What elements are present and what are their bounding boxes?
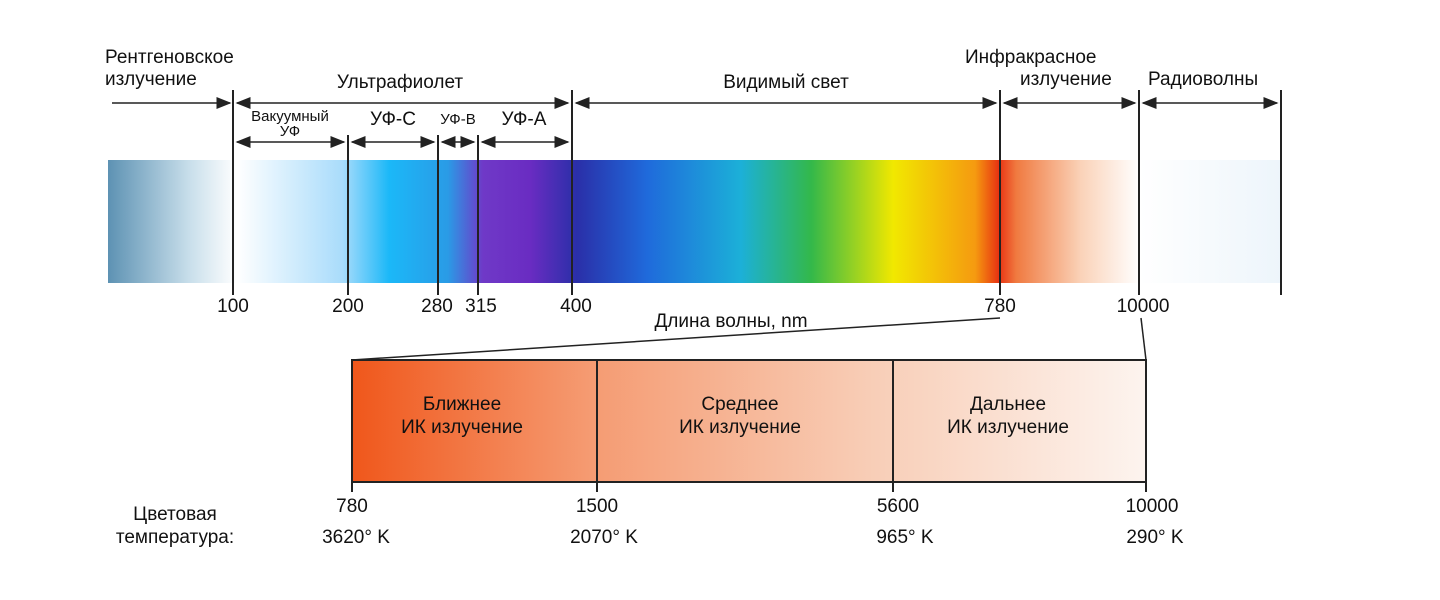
band-label: Среднее [701, 394, 778, 415]
ir-tick-label: 10000 [1126, 496, 1179, 517]
region-label: Инфракрасное [965, 47, 1097, 68]
tick-label: 100 [217, 296, 249, 317]
ir-tick-label: 780 [336, 496, 368, 517]
tick-label: 10000 [1117, 296, 1170, 317]
tick-label: 400 [560, 296, 592, 317]
region-label: Видимый свет [723, 72, 849, 93]
temperature: 965° K [876, 527, 934, 548]
region-label: Рентгеновское [105, 47, 234, 68]
region-label: излучение [1020, 69, 1112, 90]
band-label: ИК излучение [401, 417, 523, 438]
ir-tick-label: 1500 [576, 496, 618, 517]
ir-tick-label: 5600 [877, 496, 919, 517]
uv-label: УФ-С [370, 109, 416, 130]
zoom-line [1140, 317, 1147, 361]
uv-label: УФ-В [440, 111, 475, 128]
arrows [112, 97, 1279, 148]
temperature-label: температура: [116, 527, 234, 548]
tick-label: 315 [465, 296, 497, 317]
region-label: Радиоволны [1148, 69, 1258, 90]
ir-box [351, 359, 1147, 483]
tick-label: 280 [421, 296, 453, 317]
dividers [232, 90, 1282, 295]
region-label: излучение [105, 69, 197, 90]
temperature: 290° K [1126, 527, 1184, 548]
uv-label: УФ-А [502, 109, 547, 130]
band-label: Ближнее [423, 394, 501, 415]
temperature: 3620° K [322, 527, 390, 548]
spectrum-bar [108, 160, 1280, 283]
band-label: Дальнее [970, 394, 1046, 415]
temperature: 2070° K [570, 527, 638, 548]
uv-label: УФ [280, 123, 300, 140]
band-label: ИК излучение [947, 417, 1069, 438]
temperature-label: Цветовая [133, 504, 217, 525]
zoom-line [351, 317, 1001, 361]
region-label: Ультрафиолет [337, 72, 464, 93]
band-label: ИК излучение [679, 417, 801, 438]
tick-label: 200 [332, 296, 364, 317]
axis-label: Длина волны, nm [654, 311, 807, 332]
uv-label: Вакуумный [251, 108, 329, 125]
tick-label: 780 [984, 296, 1016, 317]
